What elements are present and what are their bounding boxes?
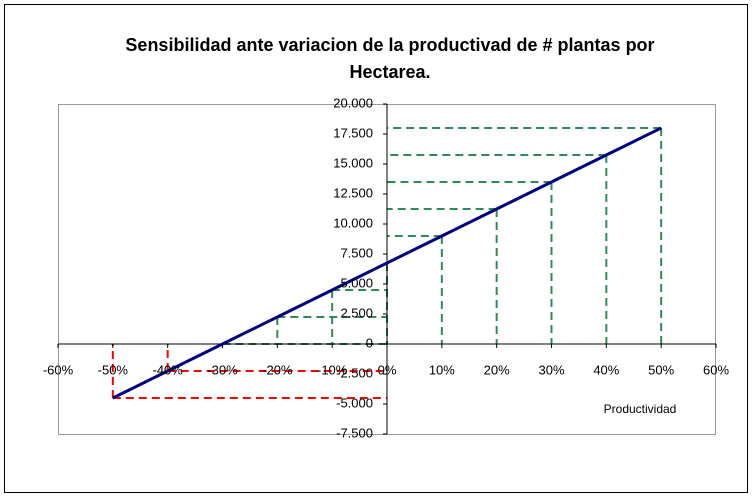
chart-title: Sensibilidad ante variacion de la produc…: [125, 35, 655, 82]
y-tick-label: -7.500: [336, 425, 373, 440]
y-tick-label: 20.000: [333, 95, 373, 110]
x-tick-label: 60%: [703, 362, 729, 377]
y-tick-label: -2.500: [336, 365, 373, 380]
x-tick-label: 50%: [648, 362, 674, 377]
x-tick-label: -50%: [98, 362, 129, 377]
y-tick-label: -5.000: [336, 395, 373, 410]
y-tick-label: 10.000: [333, 215, 373, 230]
x-tick-label: 0%: [378, 362, 397, 377]
data-line: [112, 126, 662, 400]
x-tick-label: -60%: [43, 362, 74, 377]
y-tick-label: 7.500: [340, 245, 373, 260]
y-tick-label: 17.500: [333, 125, 373, 140]
x-tick-label: 10%: [429, 362, 455, 377]
x-tick-label: 40%: [593, 362, 619, 377]
y-tick-label: 5.000: [340, 275, 373, 290]
x-tick-label: 20%: [484, 362, 510, 377]
x-axis-label: Productividad: [604, 402, 677, 416]
x-tick-label: -30%: [207, 362, 238, 377]
y-tick-label: 2.500: [340, 305, 373, 320]
x-tick-label: -20%: [262, 362, 293, 377]
x-tick-label: -40%: [152, 362, 183, 377]
y-tick-label: 0: [366, 335, 373, 350]
x-tick-label: 30%: [538, 362, 564, 377]
y-tick-label: 12.500: [333, 185, 373, 200]
y-tick-label: 15.000: [333, 155, 373, 170]
x-tick-label: -10%: [317, 362, 348, 377]
